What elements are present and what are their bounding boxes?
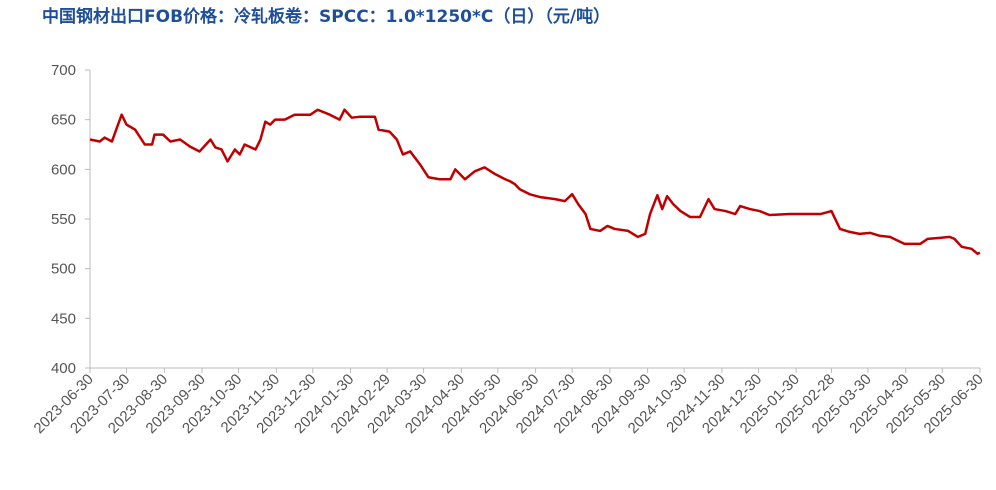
data-line xyxy=(89,108,981,256)
y-tick-label: 450 xyxy=(51,310,76,327)
y-tick-label: 600 xyxy=(51,161,76,178)
y-tick-label: 400 xyxy=(51,360,76,377)
y-tick-label: 500 xyxy=(51,261,76,278)
chart-title: 中国钢材出口FOB价格：冷轧板卷：SPCC：1.0*1250*C（日）（元/吨） xyxy=(42,6,610,27)
y-tick-label: 650 xyxy=(51,112,76,129)
y-tick-label: 550 xyxy=(51,211,76,228)
y-tick-label: 700 xyxy=(51,62,76,79)
